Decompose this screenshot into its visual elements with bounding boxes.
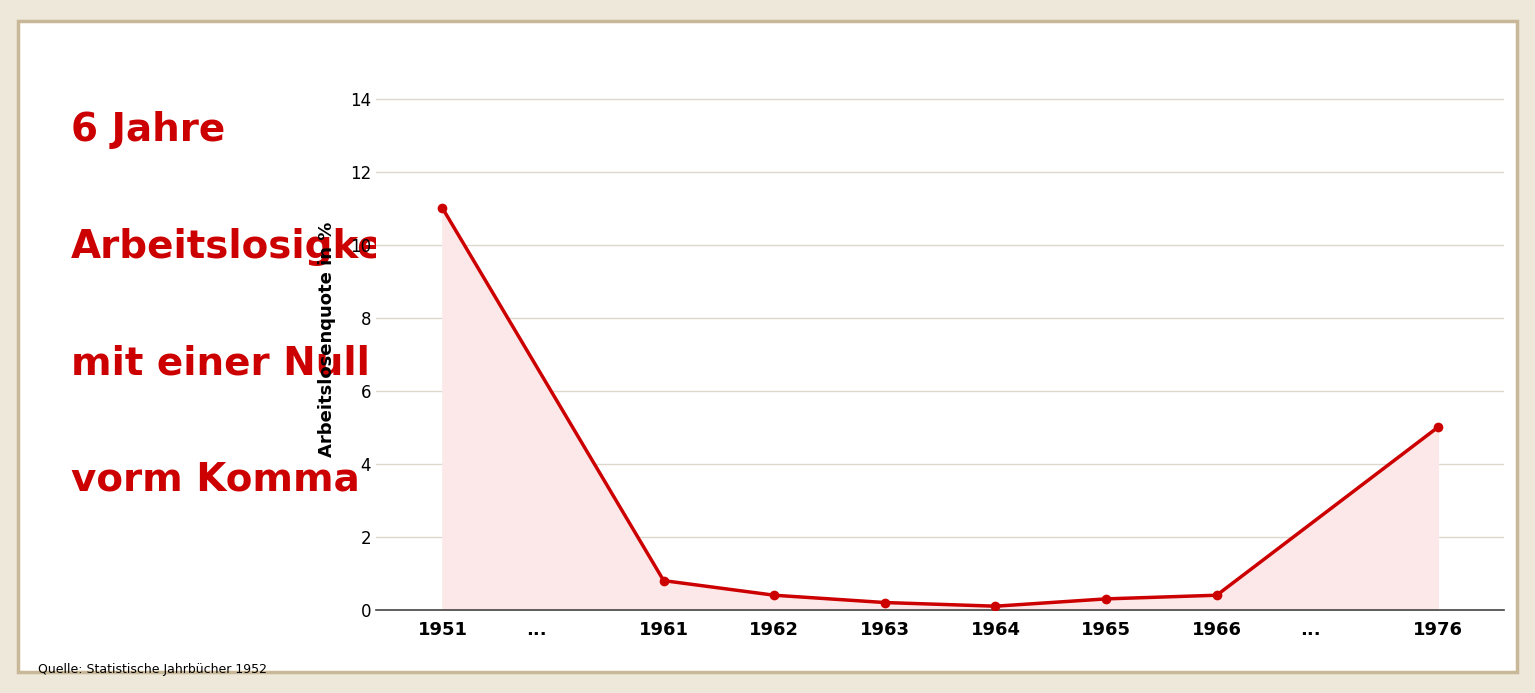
Text: mit einer Null: mit einer Null bbox=[71, 344, 370, 383]
Text: Arbeitslosigkeit: Arbeitslosigkeit bbox=[71, 228, 416, 266]
Text: Quelle: Statistische Jahrbücher 1952: Quelle: Statistische Jahrbücher 1952 bbox=[38, 663, 267, 676]
Text: 6 Jahre: 6 Jahre bbox=[71, 112, 226, 150]
Y-axis label: Arbeitslosenquote in %: Arbeitslosenquote in % bbox=[318, 222, 336, 457]
Text: vorm Komma: vorm Komma bbox=[71, 461, 361, 499]
